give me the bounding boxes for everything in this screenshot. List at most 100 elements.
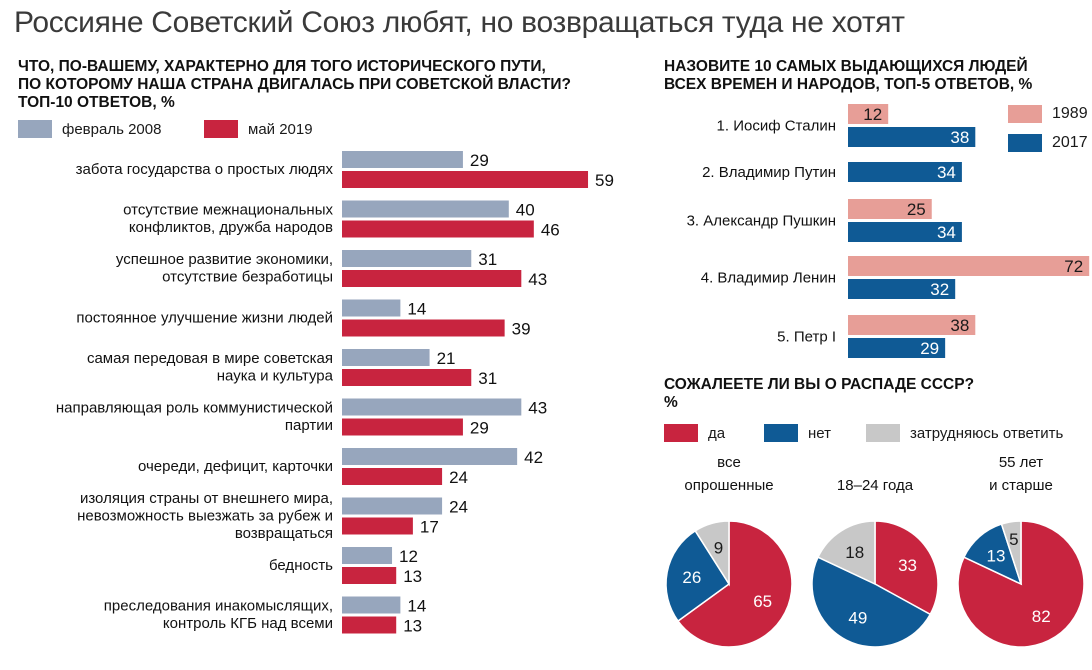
page-title: Россияне Советский Союз любят, но возвра… [14,6,905,39]
pie-value-label: 65 [753,592,772,611]
legend-2019-swatch [204,120,238,138]
bar-2019 [342,567,397,584]
value-label-2017: 32 [930,280,949,299]
pie-slice [811,556,932,648]
pie-title: все [717,454,741,471]
pie-slice [1000,520,1022,585]
bar-2019 [342,517,413,535]
legend-1989-swatch [1008,105,1042,123]
legend-hard-swatch [866,424,900,442]
value-label-1989: 72 [1064,257,1083,276]
legend-2019: май 2019 [204,120,313,138]
right-top-chart-title: НАЗОВИТЕ 10 САМЫХ ВЫДАЮЩИХСЯ ЛЮДЕЙ ВСЕХ … [664,58,1032,94]
pie-slice [665,529,731,623]
value-label-2019: 39 [512,320,531,339]
bar-1989 [848,199,932,219]
category-label: успешное развитие экономики, [116,251,333,268]
value-label-2008: 40 [516,201,535,220]
left-title-line-3: ТОП-10 ОТВЕТОВ, % [18,94,175,111]
bar-2017 [848,222,962,242]
category-label: партии [285,417,333,434]
bar-2008 [342,250,472,267]
bar-2019 [342,270,522,287]
value-label-2008: 31 [478,250,497,269]
category-label: самая передовая в мире советская [87,350,333,367]
value-label-1989: 12 [863,105,882,124]
category-label: невозможность выезжать за рубеж и [77,507,333,524]
pie-slice [816,520,876,586]
value-label-1989: 38 [950,316,969,335]
right-bottom-chart-title: СОЖАЛЕЕТЕ ЛИ ВЫ О РАСПАДЕ СССР? % [664,376,974,412]
bar-1989 [848,104,889,124]
bar-2008 [342,200,509,218]
pie-title: 55 лет [999,454,1043,471]
pie-value-label: 18 [845,543,864,562]
category-label: очереди, дефицит, карточки [138,458,333,475]
pie-title: опрошенные [684,477,773,494]
pie-value-label: 9 [714,539,723,558]
bar-2019 [342,418,463,436]
value-label-2008: 43 [528,399,547,418]
pie-slice [962,523,1023,586]
legend-2017-label: 2017 [1052,134,1088,151]
category-label: забота государства о простых людях [76,161,334,178]
person-label: 1. Иосиф Сталин [717,118,836,135]
legend-2017-swatch [1008,134,1042,152]
legend-yes: да [664,424,725,442]
legend-2008-label: февраль 2008 [62,120,162,138]
bar-2019 [342,319,505,337]
value-label-2019: 46 [541,221,560,240]
legend-no-label: нет [808,424,831,442]
person-label: 5. Петр I [777,329,836,346]
bar-2008 [342,448,518,465]
value-label-2008: 24 [449,498,468,517]
bar-2008 [342,299,401,317]
value-label-2019: 31 [478,369,497,388]
bar-2008 [342,398,522,416]
person-label: 2. Владимир Путин [702,164,836,181]
legend-2019-label: май 2019 [248,120,313,138]
category-label: преследования инакомыслящих, [104,598,333,615]
value-label-2019: 59 [595,171,614,190]
value-label-2008: 12 [399,547,418,566]
bar-2017 [848,162,962,182]
bar-2008 [342,349,430,366]
value-label-2017: 38 [950,128,969,147]
legend-yes-label: да [708,424,726,442]
right-top-title-line-2: ВСЕХ ВРЕМЕН И НАРОДОВ, ТОП-5 ОТВЕТОВ, % [664,76,1033,93]
bar-2017 [848,338,946,358]
bar-2008 [342,497,443,515]
right-bottom-title-line-2: % [664,394,678,411]
legend-2008: февраль 2008 [18,120,161,138]
bar-2008 [342,547,393,564]
category-label: возвращаться [235,525,333,542]
bar-2019 [342,616,397,634]
pie-value-label: 33 [898,556,917,575]
value-label-2008: 42 [524,448,543,467]
right-top-title-line-1: НАЗОВИТЕ 10 САМЫХ ВЫДАЮЩИХСЯ ЛЮДЕЙ [664,58,1028,75]
value-label-2019: 43 [528,270,547,289]
bar-2019 [342,468,443,485]
category-label: изоляция страны от внешнего мира, [80,490,333,507]
category-label: бедность [269,557,333,574]
legend-hard: затрудняюсь ответить [866,424,1063,442]
value-label-2017: 34 [937,223,956,242]
value-label-2008: 14 [407,300,426,319]
bar-2019 [342,369,472,386]
legend-yes-swatch [664,424,698,442]
pie-slice [874,520,939,616]
category-label: постоянное улучшение жизни людей [76,309,333,326]
category-label: конфликтов, дружба народов [129,219,333,236]
value-label-2017: 29 [920,339,939,358]
value-label-2019: 29 [470,419,489,438]
pie-value-label: 82 [1032,607,1051,626]
category-label: отсутствие межнациональных [123,202,333,219]
pie-slice [957,520,1085,648]
value-label-2008: 14 [407,597,426,616]
person-label: 4. Владимир Ленин [701,270,836,287]
bar-1989 [848,256,1090,276]
left-title-line-1: ЧТО, ПО-ВАШЕМУ, ХАРАКТЕРНО ДЛЯ ТОГО ИСТО… [18,58,546,75]
legend-no: нет [764,424,831,442]
bar-2019 [342,220,534,238]
bar-1989 [848,315,976,335]
